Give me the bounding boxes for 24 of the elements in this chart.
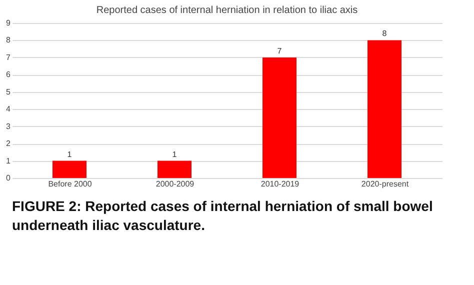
y-tick-label: 9 <box>6 18 12 28</box>
y-tick-label: 3 <box>6 122 12 131</box>
caption: FIGURE 2: Reported cases of internal herniation of small bowel underneath iliac vasculature. <box>12 198 433 233</box>
y-tick-label: 8 <box>6 36 12 45</box>
bar <box>52 160 86 178</box>
y-tick-label: 0 <box>6 174 12 182</box>
bar <box>158 160 192 178</box>
x-tick-label: 2000-2009 <box>156 180 195 188</box>
y-tick-label: 7 <box>6 52 12 62</box>
chart-title: Reported cases of internal herniation in relation to iliac axis <box>96 5 358 16</box>
y-tick-label: 5 <box>6 87 12 96</box>
x-tick-label: 2010-2019 <box>260 180 300 188</box>
bar <box>262 57 296 178</box>
data-label: 1 <box>67 150 72 159</box>
x-tick-label: Before 2000 <box>48 180 92 188</box>
data-label: 8 <box>382 29 388 38</box>
data-label: 7 <box>277 46 282 56</box>
y-tick-label: 2 <box>6 139 12 148</box>
y-tick-label: 4 <box>6 104 12 114</box>
bar <box>368 40 402 178</box>
data-label: 1 <box>172 150 178 159</box>
y-tick-label: 1 <box>6 156 12 166</box>
x-tick-label: 2020-present <box>361 180 410 188</box>
y-tick-label: 6 <box>6 70 12 80</box>
